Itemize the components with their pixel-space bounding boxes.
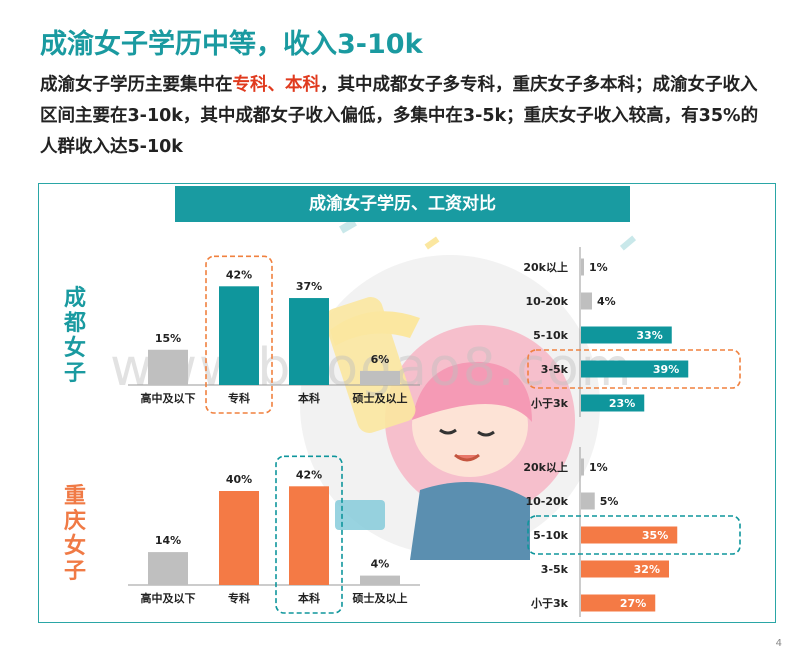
- summary-part-2: ，其中成都女子多专科，重庆女子多本科；成渝女子收入区间主要在3-10k，其中成都…: [40, 75, 759, 157]
- chengdu-edu-bar-1: [219, 286, 259, 385]
- summary-part-1: 成渝女子学历主要集中在: [40, 75, 233, 95]
- summary-highlight: 专科、本科: [232, 75, 321, 95]
- chongqing-income-bar-0: [581, 458, 584, 476]
- chongqing-edu-value-label-3: 4%: [371, 558, 390, 571]
- chongqing-edu-bar-2: [289, 486, 329, 585]
- chengdu-income-bar-1: [581, 292, 592, 310]
- chart-panel: [38, 183, 776, 623]
- chengdu-income-category-label-2: 5-10k: [533, 329, 569, 342]
- chengdu-edu-bar-3: [360, 370, 400, 385]
- page-title: 成渝女子学历中等，收入3-10k: [40, 29, 423, 60]
- chengdu-income-bar-0: [581, 258, 584, 276]
- summary-text: 成渝女子学历主要集中在专科、本科，其中成都女子多专科，重庆女子多本科；成渝女子收…: [40, 70, 770, 163]
- city-label-chongqing: 重庆女子: [63, 484, 86, 584]
- chongqing-edu-value-label-1: 40%: [226, 473, 252, 486]
- watermark: www.baogao8.com: [110, 338, 634, 398]
- chongqing-income-value-label-3: 32%: [634, 563, 660, 576]
- city-label-chengdu: 成都女子: [63, 286, 86, 386]
- chongqing-income-category-label-3: 3-5k: [541, 563, 569, 576]
- chengdu-edu-bar-2: [289, 298, 329, 385]
- chengdu-edu-category-label-0: 高中及以下: [141, 391, 196, 405]
- chongqing-income-value-label-2: 35%: [642, 529, 668, 542]
- chengdu-edu-category-label-3: 硕士及以上: [353, 391, 408, 405]
- chengdu-income-bar-2: [581, 326, 672, 344]
- chongqing-income-category-label-1: 10-20k: [526, 495, 569, 508]
- chongqing-income-value-label-1: 5%: [600, 495, 619, 508]
- chongqing-edu-bar-0: [148, 552, 188, 585]
- page-number: 4: [775, 638, 782, 649]
- chengdu-edu-value-label-3: 6%: [371, 353, 390, 366]
- chengdu-income-highlight-box-3: [527, 349, 741, 389]
- chengdu-edu-value-label-0: 15%: [155, 332, 181, 345]
- chongqing-income-category-label-2: 5-10k: [533, 529, 569, 542]
- chongqing-edu-value-label-2: 42%: [296, 468, 322, 481]
- chengdu-income-value-label-2: 33%: [636, 329, 662, 342]
- chongqing-income-bar-3: [581, 560, 669, 578]
- chongqing-income-value-label-0: 1%: [589, 461, 608, 474]
- chengdu-income-value-label-0: 1%: [589, 261, 608, 274]
- chongqing-edu-category-label-3: 硕士及以上: [353, 591, 408, 605]
- chengdu-edu-category-label-1: 专科: [228, 391, 250, 405]
- chengdu-income-category-label-0: 20k以上: [523, 260, 568, 274]
- chongqing-edu-value-label-0: 14%: [155, 534, 181, 547]
- chengdu-edu-bar-0: [148, 349, 188, 385]
- chengdu-edu-highlight-box-1: [205, 255, 273, 414]
- chongqing-income-value-label-4: 27%: [620, 597, 646, 610]
- chongqing-income-category-label-4: 小于3k: [530, 596, 569, 610]
- chengdu-income-category-label-1: 10-20k: [526, 295, 569, 308]
- chengdu-edu-value-label-1: 42%: [226, 268, 252, 281]
- chengdu-income-value-label-4: 23%: [609, 397, 635, 410]
- chengdu-income-bar-3: [581, 360, 689, 378]
- chongqing-edu-category-label-1: 专科: [228, 591, 250, 605]
- chongqing-income-bar-1: [581, 492, 595, 510]
- chengdu-income-value-label-3: 39%: [653, 363, 679, 376]
- chongqing-income-bar-2: [581, 526, 678, 544]
- chengdu-income-bar-4: [581, 394, 645, 412]
- chengdu-income-value-label-1: 4%: [597, 295, 616, 308]
- chengdu-income-category-label-4: 小于3k: [530, 396, 569, 410]
- chongqing-edu-category-label-0: 高中及以下: [141, 591, 196, 605]
- chongqing-edu-highlight-box-2: [275, 455, 343, 614]
- chongqing-income-highlight-box-2: [527, 515, 741, 555]
- chongqing-income-bar-4: [581, 594, 656, 612]
- chengdu-income-category-label-3: 3-5k: [541, 363, 569, 376]
- chongqing-edu-category-label-2: 本科: [298, 591, 320, 605]
- chongqing-edu-bar-3: [360, 575, 400, 585]
- chengdu-edu-value-label-2: 37%: [296, 280, 322, 293]
- chongqing-income-category-label-0: 20k以上: [523, 460, 568, 474]
- chongqing-edu-bar-1: [219, 491, 259, 585]
- panel-title: 成渝女子学历、工资对比: [175, 186, 630, 222]
- chengdu-edu-category-label-2: 本科: [298, 391, 320, 405]
